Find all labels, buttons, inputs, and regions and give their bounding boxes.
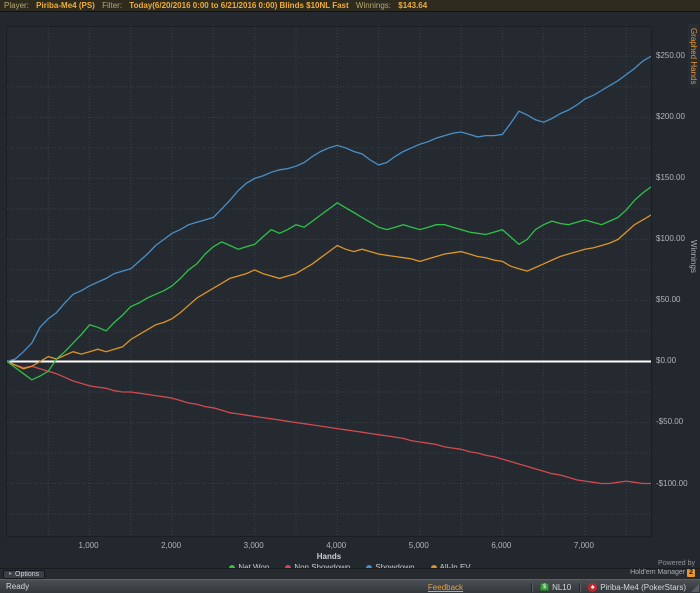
x-axis-title: Hands: [316, 552, 342, 561]
status-text: Ready: [6, 582, 30, 591]
legend-item: All-In EV: [430, 563, 471, 572]
x-tick-label: 6,000: [491, 541, 512, 550]
divider: [579, 582, 581, 592]
legend-item: Showdown: [366, 563, 415, 572]
legend-label: Net Won: [238, 563, 269, 572]
cash-icon: $: [540, 583, 550, 591]
player-label: Player:: [4, 1, 29, 10]
filter-value: Today(6/20/2016 0:00 to 6/21/2016 0:00) …: [129, 1, 349, 10]
legend-marker-icon: [229, 564, 236, 571]
legend: Net Won Non Showdown Showdown All-In EV: [0, 563, 700, 572]
x-tick-label: 1,000: [78, 541, 99, 550]
y-tick-label: -$50.00: [656, 417, 684, 427]
y-axis-title: Winnings: [689, 240, 698, 273]
x-tick-label: 4,000: [326, 541, 347, 550]
status-right-group: Feedback $ NL10 ♠ Piriba-Me4 (PokerStars…: [428, 581, 686, 593]
x-tick-label: 7,000: [573, 541, 594, 550]
x-tick-label: 2,000: [161, 541, 182, 550]
divider: [531, 582, 533, 592]
status-bar: Ready Feedback $ NL10 ♠ Piriba-Me4 (Poke…: [0, 579, 700, 593]
stake-label: NL10: [552, 582, 572, 592]
site-player-label: Piriba-Me4 (PokerStars): [600, 582, 686, 592]
legend-marker-icon: [285, 564, 292, 571]
legend-label: All-In EV: [440, 563, 471, 572]
legend-label: Non Showdown: [294, 563, 350, 572]
feedback-link[interactable]: Feedback: [427, 582, 464, 592]
legend-marker-icon: [430, 564, 437, 571]
series-all-in-ev: [7, 214, 651, 370]
winnings-label: Winnings:: [355, 1, 392, 10]
filter-bar: Player: Piriba-Me4 (PS) Filter: Today(6/…: [0, 0, 700, 12]
options-button-label: Options: [15, 571, 40, 578]
player-value: Piriba-Me4 (PS): [36, 1, 95, 10]
options-button[interactable]: ▸ Options: [3, 570, 46, 579]
y-tick-label: $0.00: [656, 356, 677, 366]
chart-svg: [7, 27, 651, 536]
x-tick-label: 3,000: [243, 541, 264, 550]
y-axis-ticks: $250.00 $200.00 $150.00 $100.00 $50.00 $0.00 -…: [656, 26, 692, 537]
powered-by: Powered by Hold'em Manager 2: [630, 559, 695, 577]
legend-label: Showdown: [375, 563, 414, 572]
y-tick-label: $250.00: [656, 51, 685, 61]
resize-grip[interactable]: [691, 584, 699, 592]
options-row: ▸ Options: [0, 568, 700, 579]
x-axis-ticks: 1,000 2,000 3,000 4,000 5,000 6,000 7,000: [6, 541, 652, 551]
filter-label: Filter:: [102, 1, 123, 10]
legend-marker-icon: [366, 564, 373, 571]
plot-area[interactable]: [6, 26, 652, 537]
series-showdown: [7, 55, 651, 363]
powered-by-text: Powered by: [658, 560, 695, 567]
legend-item: Non Showdown: [285, 563, 350, 572]
site-player-item: ♠ Piriba-Me4 (PokerStars): [588, 582, 686, 592]
series-net-won: [7, 186, 651, 381]
y-tick-label: -$100.00: [656, 478, 688, 488]
winnings-value: $143.64: [398, 1, 428, 10]
chevron-right-icon: ▸: [9, 571, 13, 577]
chart-region: 1,000 2,000 3,000 4,000 5,000 6,000 7,000 $250…: [0, 12, 700, 572]
y-tick-label: $200.00: [656, 112, 685, 122]
x-tick-label: 5,000: [408, 541, 429, 550]
y-tick-label: $50.00: [656, 295, 681, 305]
app-name: Hold'em Manager: [630, 569, 686, 576]
series-non-showdown: [7, 360, 651, 485]
graphed-hands-tab[interactable]: Graphed Hands: [688, 24, 699, 89]
stake-item: $ NL10: [540, 583, 571, 592]
y-tick-label: $100.00: [656, 234, 685, 244]
hm2-logo-icon: 2: [687, 568, 695, 577]
pokerstars-icon: ♠: [588, 582, 598, 592]
y-tick-label: $150.00: [656, 173, 685, 183]
legend-item: Net Won: [229, 563, 269, 572]
